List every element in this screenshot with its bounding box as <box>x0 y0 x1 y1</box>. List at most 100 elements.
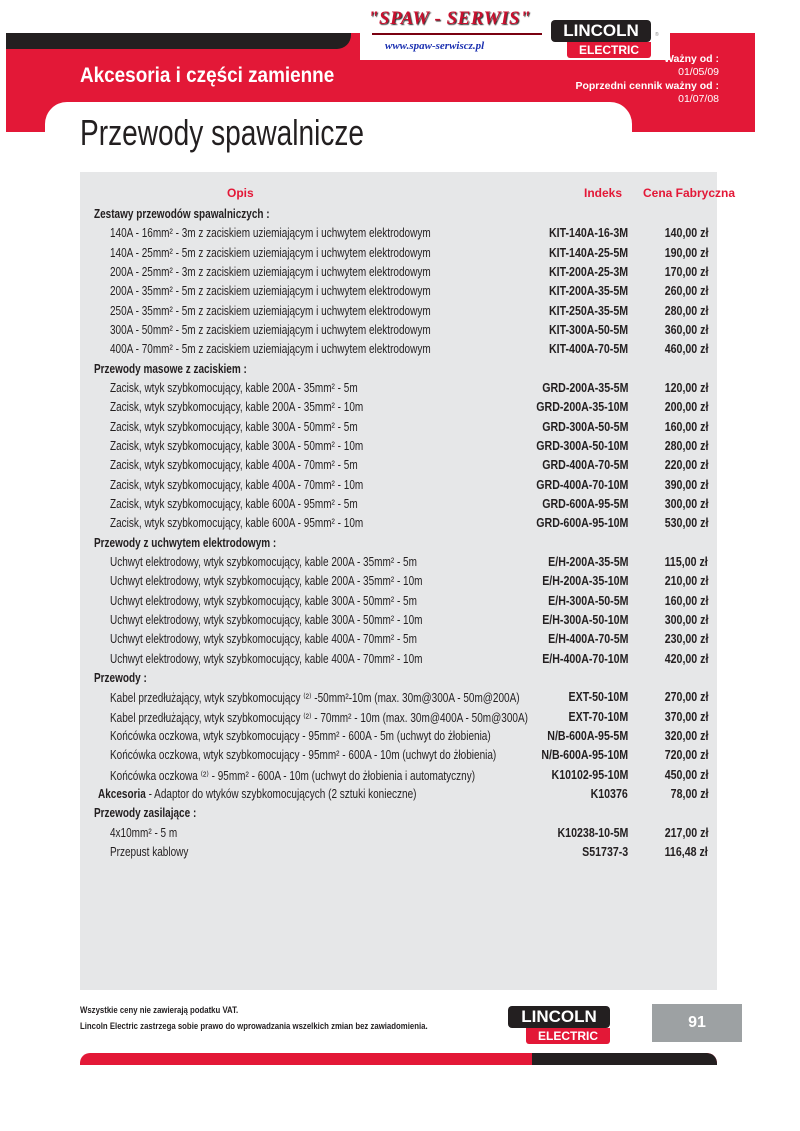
row-index: GRD-200A-35-10M <box>535 400 628 415</box>
dealer-logo-underline <box>372 33 542 35</box>
row-price: 170,00 zł <box>664 264 708 279</box>
row-price: 160,00 zł <box>664 419 708 434</box>
row-index: KIT-400A-70-5M <box>548 342 628 357</box>
row-price: 190,00 zł <box>664 245 708 260</box>
row-description: Kabel przedłużający, wtyk szybkomocujący… <box>110 710 528 725</box>
row-index: GRD-400A-70-10M <box>535 477 628 492</box>
row-description: Zacisk, wtyk szybkomocujący, kable 300A … <box>110 419 358 434</box>
table-row: 250A - 35mm² - 5m z zaciskiem uziemiając… <box>80 302 717 321</box>
row-index: K10238-10-5M <box>557 825 628 840</box>
row-index: K10102-95-10M <box>551 767 628 782</box>
table-row: Końcówka oczkowa, wtyk szybkomocujący - … <box>80 746 717 765</box>
row-description: Końcówka oczkowa ⁽²⁾ - 95mm² - 600A - 10… <box>110 768 476 783</box>
previous-label: Poprzedni cennik ważny od : <box>575 79 719 92</box>
row-description: Zacisk, wtyk szybkomocujący, kable 400A … <box>110 458 358 473</box>
section-header: Przewody : <box>80 669 717 688</box>
table-row: Kabel przedłużający, wtyk szybkomocujący… <box>80 708 717 727</box>
section-title: Przewody zasilające : <box>94 806 197 821</box>
row-price: 115,00 zł <box>664 554 708 569</box>
table-row: Zacisk, wtyk szybkomocujący, kable 600A … <box>80 495 717 514</box>
row-price: 280,00 zł <box>664 438 708 453</box>
row-description: 250A - 35mm² - 5m z zaciskiem uziemiając… <box>110 303 431 318</box>
table-row: Zacisk, wtyk szybkomocujący, kable 600A … <box>80 514 717 533</box>
row-description: Zacisk, wtyk szybkomocujący, kable 600A … <box>110 516 364 531</box>
table-row: Uchwyt elektrodowy, wtyk szybkomocujący,… <box>80 572 717 591</box>
previous-date: 01/07/08 <box>678 92 719 105</box>
row-price: 320,00 zł <box>664 728 708 743</box>
table-row: Zacisk, wtyk szybkomocujący, kable 300A … <box>80 418 717 437</box>
row-price: 300,00 zł <box>664 612 708 627</box>
row-index: GRD-600A-95-10M <box>535 516 628 531</box>
row-description: Zacisk, wtyk szybkomocujący, kable 400A … <box>110 477 364 492</box>
row-index: E/H-300A-50-5M <box>547 593 628 608</box>
table-row: 200A - 35mm² - 5m z zaciskiem uziemiając… <box>80 282 717 301</box>
row-index: N/B-600A-95-5M <box>547 728 628 743</box>
row-description: Uchwyt elektrodowy, wtyk szybkomocujący,… <box>110 593 417 608</box>
disclaimer-note: Lincoln Electric zastrzega sobie prawo d… <box>80 1021 428 1032</box>
accessory-description: - Adaptor do wtyków szybkomocujących (2 … <box>145 786 417 801</box>
row-price: 530,00 zł <box>664 516 708 531</box>
row-index: KIT-200A-25-3M <box>548 264 628 279</box>
valid-from-label: Ważny od : <box>663 53 719 65</box>
footer-band <box>80 1053 717 1065</box>
row-index: EXT-70-10M <box>568 709 628 724</box>
row-index: S51737-3 <box>581 844 628 859</box>
column-header-price: Cena Fabryczna <box>643 186 736 200</box>
row-price: 230,00 zł <box>664 632 708 647</box>
dealer-logo: "SPAW - SERWIS" <box>368 8 532 29</box>
column-header-description: Opis <box>227 186 254 200</box>
table-row: 400A - 70mm² - 5m z zaciskiem uziemiając… <box>80 340 717 359</box>
row-description: Uchwyt elektrodowy, wtyk szybkomocujący,… <box>110 612 423 627</box>
row-index: GRD-300A-50-5M <box>541 419 628 434</box>
row-description: Zacisk, wtyk szybkomocujący, kable 200A … <box>110 400 364 415</box>
table-row: Kabel przedłużający, wtyk szybkomocujący… <box>80 688 717 707</box>
table-row: Uchwyt elektrodowy, wtyk szybkomocujący,… <box>80 650 717 669</box>
lincoln-logo-top: LINCOLN <box>551 20 651 42</box>
row-index: E/H-400A-70-10M <box>541 651 628 666</box>
table-row: Akcesoria - Adaptor do wtyków szybkomocu… <box>80 785 717 804</box>
row-price: 120,00 zł <box>664 380 708 395</box>
table-row: Uchwyt elektrodowy, wtyk szybkomocujący,… <box>80 592 717 611</box>
table-row: Końcówka oczkowa, wtyk szybkomocujący - … <box>80 727 717 746</box>
row-index: GRD-400A-70-5M <box>541 458 628 473</box>
row-index: K10376 <box>590 786 628 801</box>
row-price: 220,00 zł <box>664 458 708 473</box>
dealer-url[interactable]: www.spaw-serwiscz.pl <box>385 40 485 52</box>
table-row: Uchwyt elektrodowy, wtyk szybkomocujący,… <box>80 630 717 649</box>
section-header: Przewody z uchwytem elektrodowym : <box>80 534 717 553</box>
row-description: Przepust kablowy <box>110 844 189 859</box>
row-description: Uchwyt elektrodowy, wtyk szybkomocujący,… <box>110 554 417 569</box>
row-index: EXT-50-10M <box>568 690 628 705</box>
row-price: 300,00 zł <box>664 496 708 511</box>
registered-mark: ® <box>655 32 659 38</box>
row-description: Końcówka oczkowa, wtyk szybkomocujący - … <box>110 748 497 763</box>
row-index: KIT-200A-35-5M <box>548 284 628 299</box>
footer-lincoln-logo-top: LINCOLN <box>508 1006 610 1028</box>
row-index: E/H-400A-70-5M <box>547 632 628 647</box>
table-row: 4x10mm² - 5 m K10238-10-5M 217,00 zł <box>80 824 717 843</box>
section-title: Przewody masowe z zaciskiem : <box>94 361 247 376</box>
row-description: Akcesoria - Adaptor do wtyków szybkomocu… <box>98 787 416 801</box>
footer-notes: Wszystkie ceny nie zawierają podatku VAT… <box>80 1003 428 1035</box>
page-title: Przewody spawalnicze <box>80 112 365 153</box>
row-description: Zacisk, wtyk szybkomocujący, kable 600A … <box>110 496 358 511</box>
row-description: 140A - 16mm² - 3m z zaciskiem uziemiając… <box>110 226 431 241</box>
row-price: 460,00 zł <box>664 342 708 357</box>
footer-black-band <box>532 1053 717 1065</box>
row-index: KIT-140A-25-5M <box>548 245 628 260</box>
row-description: 300A - 50mm² - 5m z zaciskiem uziemiając… <box>110 322 431 337</box>
valid-from-date: 01/05/09 <box>678 66 719 79</box>
row-description: 140A - 25mm² - 5m z zaciskiem uziemiając… <box>110 245 431 260</box>
table-row: 140A - 25mm² - 5m z zaciskiem uziemiając… <box>80 244 717 263</box>
row-description: 200A - 35mm² - 5m z zaciskiem uziemiając… <box>110 284 431 299</box>
page-number: 91 <box>652 1004 742 1042</box>
row-price: 160,00 zł <box>664 593 708 608</box>
row-description: Zacisk, wtyk szybkomocujący, kable 300A … <box>110 438 364 453</box>
table-row: Końcówka oczkowa ⁽²⁾ - 95mm² - 600A - 10… <box>80 766 717 785</box>
table-row: 200A - 25mm² - 3m z zaciskiem uziemiając… <box>80 263 717 282</box>
row-description: Uchwyt elektrodowy, wtyk szybkomocujący,… <box>110 632 417 647</box>
table-row: Zacisk, wtyk szybkomocujący, kable 400A … <box>80 476 717 495</box>
lincoln-logo-bottom: ELECTRIC <box>567 42 651 58</box>
validity-dates: Ważny od : 01/05/09 Poprzedni cennik waż… <box>575 53 719 106</box>
